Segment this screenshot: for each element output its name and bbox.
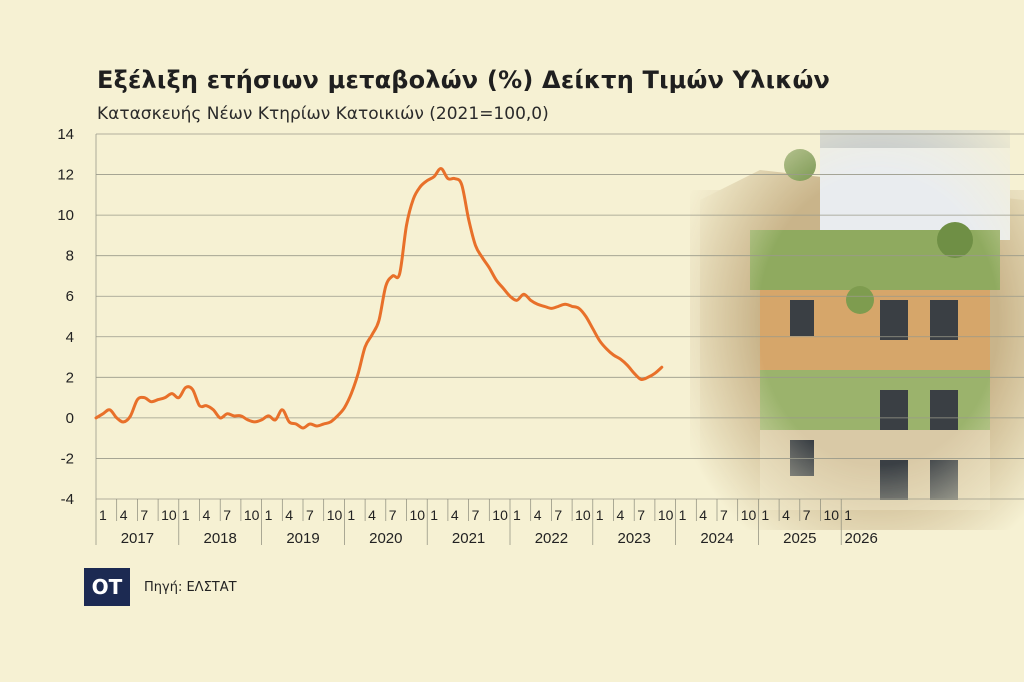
grid-lines [95,133,1024,500]
chart-title: Εξέλιξη ετήσιων μεταβολών (%) Δείκτη Τιμ… [97,66,831,94]
building-illustration [690,130,1024,530]
y-tick-labels: 14 12 10 8 6 4 2 0 -2 -4 [57,126,74,508]
x-tick-label: 4 [699,507,707,523]
x-tick-label: 7 [306,507,314,523]
year-label: 2020 [369,530,402,547]
year-label: 2026 [845,530,878,547]
year-label: 2023 [618,530,651,547]
ot-logo: OT [84,568,130,606]
x-tick-label: 4 [617,507,625,523]
x-tick-label: 10 [741,507,757,523]
year-label: 2019 [286,530,319,547]
source-label: Πηγή: ΕΛΣΤΑΤ [144,580,237,595]
year-label: 2017 [121,530,154,547]
y-tick-label: 2 [66,369,74,386]
year-label: 2018 [204,530,237,547]
x-tick-label: 10 [244,507,260,523]
x-tick-label: 10 [658,507,674,523]
x-tick-label: 4 [368,507,376,523]
x-tick-label: 4 [534,507,542,523]
x-tick-label: 1 [513,507,521,523]
year-label: 2025 [783,530,816,547]
y-tick-label: 4 [66,329,74,346]
x-tick-label: 4 [120,507,128,523]
x-tick-label: 10 [410,507,426,523]
x-tick-label: 4 [203,507,211,523]
y-tick-label: -2 [61,450,74,467]
x-tick-label: 10 [575,507,591,523]
x-tick-label: 1 [347,507,355,523]
x-tick-label: 7 [389,507,397,523]
y-tick-label: 6 [66,288,74,305]
x-tick-label: 10 [824,507,840,523]
x-tick-label: 10 [327,507,343,523]
series-group [94,167,664,430]
x-tick-label: 7 [140,507,148,523]
x-tick-label: 4 [285,507,293,523]
x-tick-label: 7 [637,507,645,523]
x-tick-label: 1 [430,507,438,523]
x-tick-label: 7 [554,507,562,523]
x-tick-label: 10 [492,507,508,523]
x-tick-label: 7 [803,507,811,523]
x-tick-label: 4 [451,507,459,523]
y-tick-label: 0 [66,410,74,427]
y-tick-label: 14 [57,126,74,143]
chart-subtitle: Κατασκευής Νέων Κτηρίων Κατοικιών (2021=… [97,104,549,124]
x-tick-label: 1 [761,507,769,523]
y-tick-label: 8 [66,248,74,265]
y-tick-label: 12 [57,167,74,184]
x-tick-label: 7 [720,507,728,523]
x-tick-label: 1 [182,507,190,523]
x-tick-label: 1 [844,507,852,523]
x-tick-label: 7 [472,507,480,523]
x-tick-label: 10 [161,507,177,523]
x-tick-label: 1 [99,507,107,523]
y-tick-label: -4 [61,491,74,508]
x-tick-label: 1 [596,507,604,523]
x-tick-label: 7 [223,507,231,523]
year-label: 2021 [452,530,485,547]
series-line [94,167,664,430]
year-label: 2024 [700,530,733,547]
year-label: 2022 [535,530,568,547]
y-tick-label: 10 [57,207,74,224]
x-tick-label: 1 [679,507,687,523]
x-tick-label: 4 [782,507,790,523]
x-tick-label: 1 [265,507,273,523]
